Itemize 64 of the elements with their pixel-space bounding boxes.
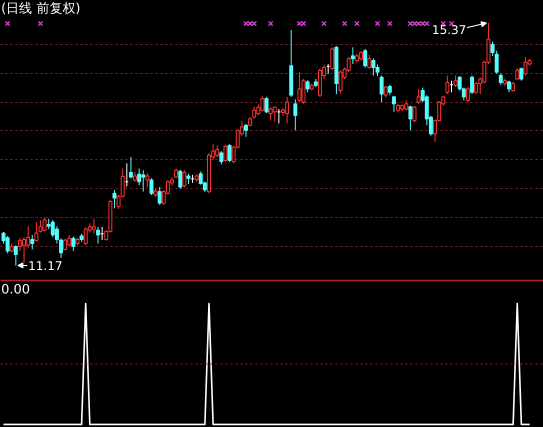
candlestick	[408, 105, 412, 131]
candlestick	[445, 75, 450, 95]
candlestick	[63, 238, 68, 251]
candlestick	[474, 81, 478, 95]
candlestick	[223, 144, 228, 162]
candlestick	[498, 72, 503, 86]
candlestick	[297, 72, 302, 103]
annotation: 15.37	[432, 23, 466, 38]
candlestick	[371, 58, 376, 76]
candlestick	[219, 150, 224, 165]
candlestick	[350, 46, 355, 65]
chart-title: (日线 前复权)	[1, 2, 80, 16]
candlestick	[84, 226, 88, 246]
candlestick	[507, 80, 512, 93]
candlestick	[252, 106, 256, 119]
candlestick	[272, 106, 277, 122]
annotation: 11.17	[28, 258, 63, 273]
candlestick	[268, 106, 273, 122]
candlestick	[392, 95, 396, 112]
candlestick	[71, 236, 76, 252]
candlestick	[186, 173, 190, 185]
candlestick	[293, 98, 298, 131]
candlestick	[22, 236, 26, 264]
candlestick	[133, 172, 137, 182]
candlestick	[112, 189, 116, 209]
candlestick	[42, 217, 47, 232]
candlestick	[264, 96, 269, 114]
candlestick	[404, 100, 408, 112]
candlestick	[14, 244, 18, 266]
candlestick	[338, 70, 342, 94]
candlestick	[306, 80, 310, 93]
candlestick	[92, 218, 96, 234]
candlestick	[416, 88, 421, 104]
candlestick	[228, 144, 232, 163]
text: 0.00	[1, 282, 30, 298]
candlestick	[519, 66, 524, 82]
candlestick	[330, 46, 334, 71]
candlestick	[384, 85, 388, 98]
candlestick	[359, 50, 364, 62]
candlestick	[215, 144, 220, 158]
candlestick	[367, 54, 372, 70]
candlestick	[380, 75, 384, 103]
candlestick	[149, 178, 154, 196]
candlestick	[145, 172, 150, 188]
candlestick	[388, 84, 392, 96]
candlestick	[128, 156, 133, 179]
candlestick	[354, 53, 359, 64]
candlestick	[511, 81, 516, 92]
candlestick	[454, 75, 458, 88]
candlestick	[285, 96, 290, 124]
candlestick	[523, 56, 528, 76]
candlestick	[182, 170, 186, 188]
candlestick	[466, 86, 470, 103]
candlestick	[30, 234, 34, 250]
candlestick	[363, 48, 368, 68]
candlestick	[34, 222, 38, 242]
candlestick	[6, 236, 10, 254]
candlestick	[248, 116, 252, 127]
candlestick	[470, 75, 474, 95]
candlestick	[244, 124, 248, 138]
candlestick	[260, 96, 264, 112]
candlestick	[158, 186, 162, 206]
candlestick	[412, 106, 416, 123]
candlestick	[96, 226, 100, 244]
